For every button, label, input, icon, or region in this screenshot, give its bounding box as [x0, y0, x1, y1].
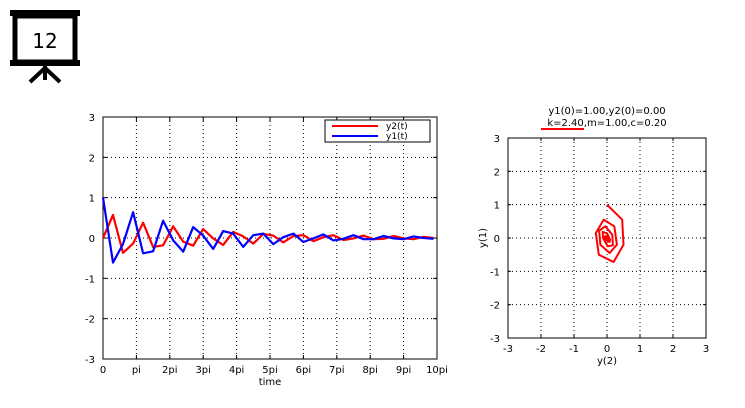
x-axis-label: time	[259, 377, 282, 388]
legend-box	[324, 119, 431, 143]
x-tick-label: 4pi	[229, 365, 245, 376]
y-tick-label: 0	[89, 234, 95, 245]
x-tick-label: 6pi	[296, 365, 312, 376]
x-tick-label: 2pi	[162, 365, 178, 376]
x-tick-label: pi	[132, 365, 141, 376]
x-tick-label: -2	[536, 344, 546, 355]
x-tick-label: 9pi	[396, 365, 412, 376]
y-tick-label: 1	[494, 201, 500, 212]
y-tick-label: -2	[490, 301, 500, 312]
legend-label: y1(t)	[386, 132, 408, 142]
x-tick-label: 7pi	[329, 365, 345, 376]
chart-title: y1(0)=1.00,y2(0)=0.00	[548, 106, 665, 117]
presentation-board-icon: 12	[10, 10, 80, 86]
legend-label: y2(t)	[386, 122, 408, 132]
legend: y2(t)y1(t)	[324, 119, 431, 143]
x-tick-label: 8pi	[362, 365, 378, 376]
x-tick-label: 1	[637, 344, 643, 355]
x-tick-label: 10pi	[426, 365, 448, 376]
y-tick-label: 2	[89, 153, 95, 164]
y-tick-label: 2	[494, 167, 500, 178]
phase-trajectory	[594, 203, 625, 263]
x-tick-label: 5pi	[262, 365, 278, 376]
series-line	[101, 197, 434, 264]
x-tick-label: -1	[569, 344, 579, 355]
x-tick-label: 3pi	[195, 365, 211, 376]
phase-plot-chart: -3 -2 -1 0 1 2 3 -3 -2 -1 0 1 2 3 y1(0)=1.00,y2(0)=0.0…	[478, 106, 709, 367]
time-series-chart: 0 pi 2pi 3pi 4pi 5pi 6pi 7pi 8pi 9pi 10pi -3 -2 -1 0 1 2…	[85, 113, 448, 388]
series-line	[101, 213, 434, 254]
chart-subtitle: k=2.40,m=1.00,c=0.20	[547, 118, 666, 129]
plot-frame	[507, 137, 707, 339]
y-axis-label: y(1)	[478, 228, 489, 248]
y-tick-label: 1	[89, 194, 95, 205]
slide-number: 12	[32, 29, 58, 53]
x-tick-label: 3	[703, 344, 709, 355]
y-tick-label: 0	[494, 234, 500, 245]
y-tick-label: -3	[85, 355, 95, 366]
phase-center-point	[604, 235, 610, 241]
y-tick-label: 3	[494, 134, 500, 145]
x-tick-label: 0	[100, 365, 106, 376]
y-tick-label: 3	[89, 113, 95, 124]
y-tick-label: -1	[85, 274, 95, 285]
x-axis-label: y(2)	[597, 356, 617, 367]
x-tick-label: -3	[503, 344, 513, 355]
y-tick-label: -2	[85, 315, 95, 326]
x-tick-label: 2	[670, 344, 676, 355]
y-tick-label: -1	[490, 267, 500, 278]
y-tick-label: -3	[490, 334, 500, 345]
x-tick-label: 0	[604, 344, 610, 355]
